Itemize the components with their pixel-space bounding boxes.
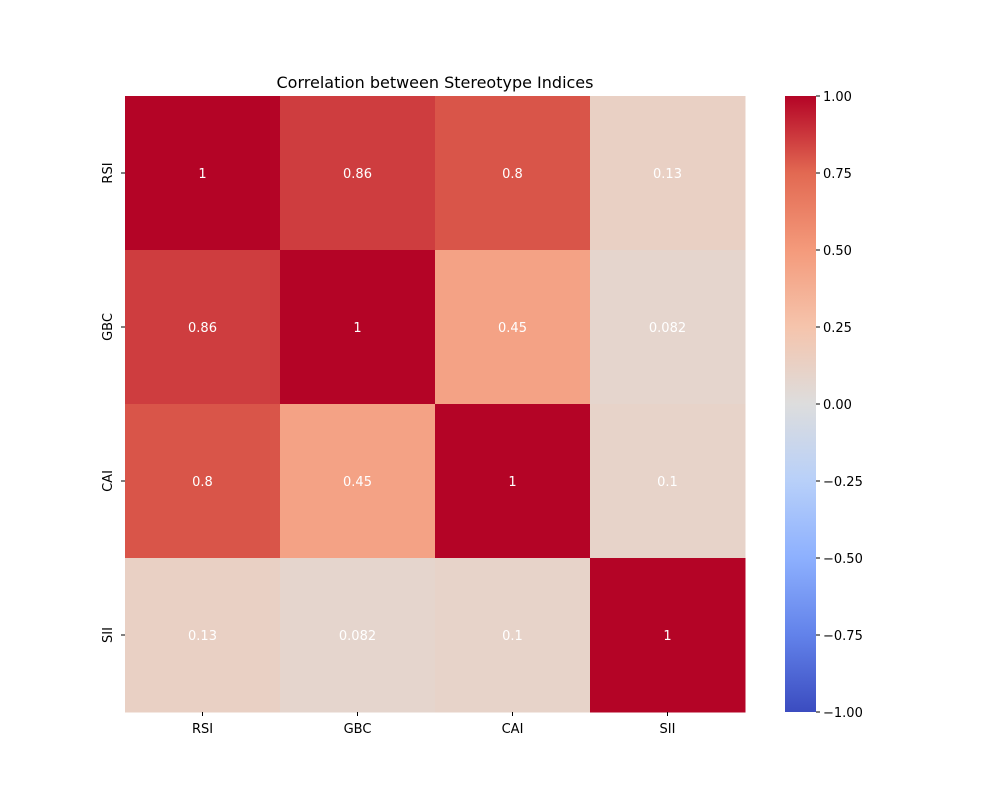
x-tick-label: GBC (344, 722, 372, 737)
heatmap-cell (280, 558, 436, 713)
y-tick-label: GBC (101, 313, 116, 341)
heatmap-cell (435, 558, 591, 713)
cell-value-label: 0.45 (498, 321, 527, 336)
cell-value-label: 0.082 (339, 629, 376, 644)
colorbar-tick-label: 1.00 (823, 90, 852, 105)
y-axis: RSI GBC CAI SII (101, 162, 125, 643)
colorbar-tick-label: −0.50 (823, 552, 863, 567)
cell-value-label: 1 (508, 475, 516, 490)
heatmap-cells: 1 0.86 0.8 0.13 0.86 1 0.45 0.082 0.8 0.45 1 0.1 0.1… (125, 96, 746, 713)
cell-value-label: 0.13 (188, 629, 217, 644)
heatmap-cell (590, 558, 746, 713)
heatmap-cell (435, 404, 591, 559)
colorbar-tick-label: 0.75 (823, 167, 852, 182)
heatmap-cell (590, 250, 746, 405)
heatmap-cell (435, 250, 591, 405)
colorbar-tick-label: 0.50 (823, 244, 852, 259)
cell-value-label: 0.8 (192, 475, 213, 490)
y-tick-label: CAI (101, 470, 116, 492)
colorbar: 1.00 0.75 0.50 0.25 0.00 −0.25 −0.50 −0.75 −1.00 (785, 90, 863, 721)
heatmap-cell (125, 404, 281, 559)
heatmap-cell (280, 404, 436, 559)
heatmap-cell (125, 96, 281, 251)
cell-value-label: 0.45 (343, 475, 372, 490)
cell-value-label: 1 (663, 629, 671, 644)
cell-value-label: 0.1 (502, 629, 523, 644)
colorbar-tick-label: −1.00 (823, 706, 863, 721)
cell-value-label: 0.8 (502, 167, 523, 182)
chart-title: Correlation between Stereotype Indices (277, 73, 594, 92)
colorbar-gradient (785, 96, 816, 712)
x-tick-label: RSI (192, 722, 213, 737)
heatmap-cell (590, 404, 746, 559)
colorbar-tick-label: 0.00 (823, 398, 852, 413)
heatmap-cell (125, 250, 281, 405)
cell-value-label: 0.86 (343, 167, 372, 182)
cell-value-label: 0.13 (653, 167, 682, 182)
heatmap-cell (590, 96, 746, 251)
colorbar-tick-label: −0.25 (823, 475, 863, 490)
cell-value-label: 1 (198, 167, 206, 182)
cell-value-label: 0.1 (657, 475, 678, 490)
heatmap-cell (280, 96, 436, 251)
colorbar-tick-label: 0.25 (823, 321, 852, 336)
colorbar-tick-label: −0.75 (823, 629, 863, 644)
y-tick-label: SII (101, 627, 116, 643)
x-tick-label: CAI (502, 722, 524, 737)
x-axis: RSI GBC CAI SII (192, 712, 676, 737)
heatmap-cell (435, 96, 591, 251)
cell-value-label: 1 (353, 321, 361, 336)
heatmap-cell (125, 558, 281, 713)
y-tick-label: RSI (101, 162, 116, 183)
cell-value-label: 0.86 (188, 321, 217, 336)
heatmap-cell (280, 250, 436, 405)
x-tick-label: SII (660, 722, 676, 737)
cell-value-label: 0.082 (649, 321, 686, 336)
